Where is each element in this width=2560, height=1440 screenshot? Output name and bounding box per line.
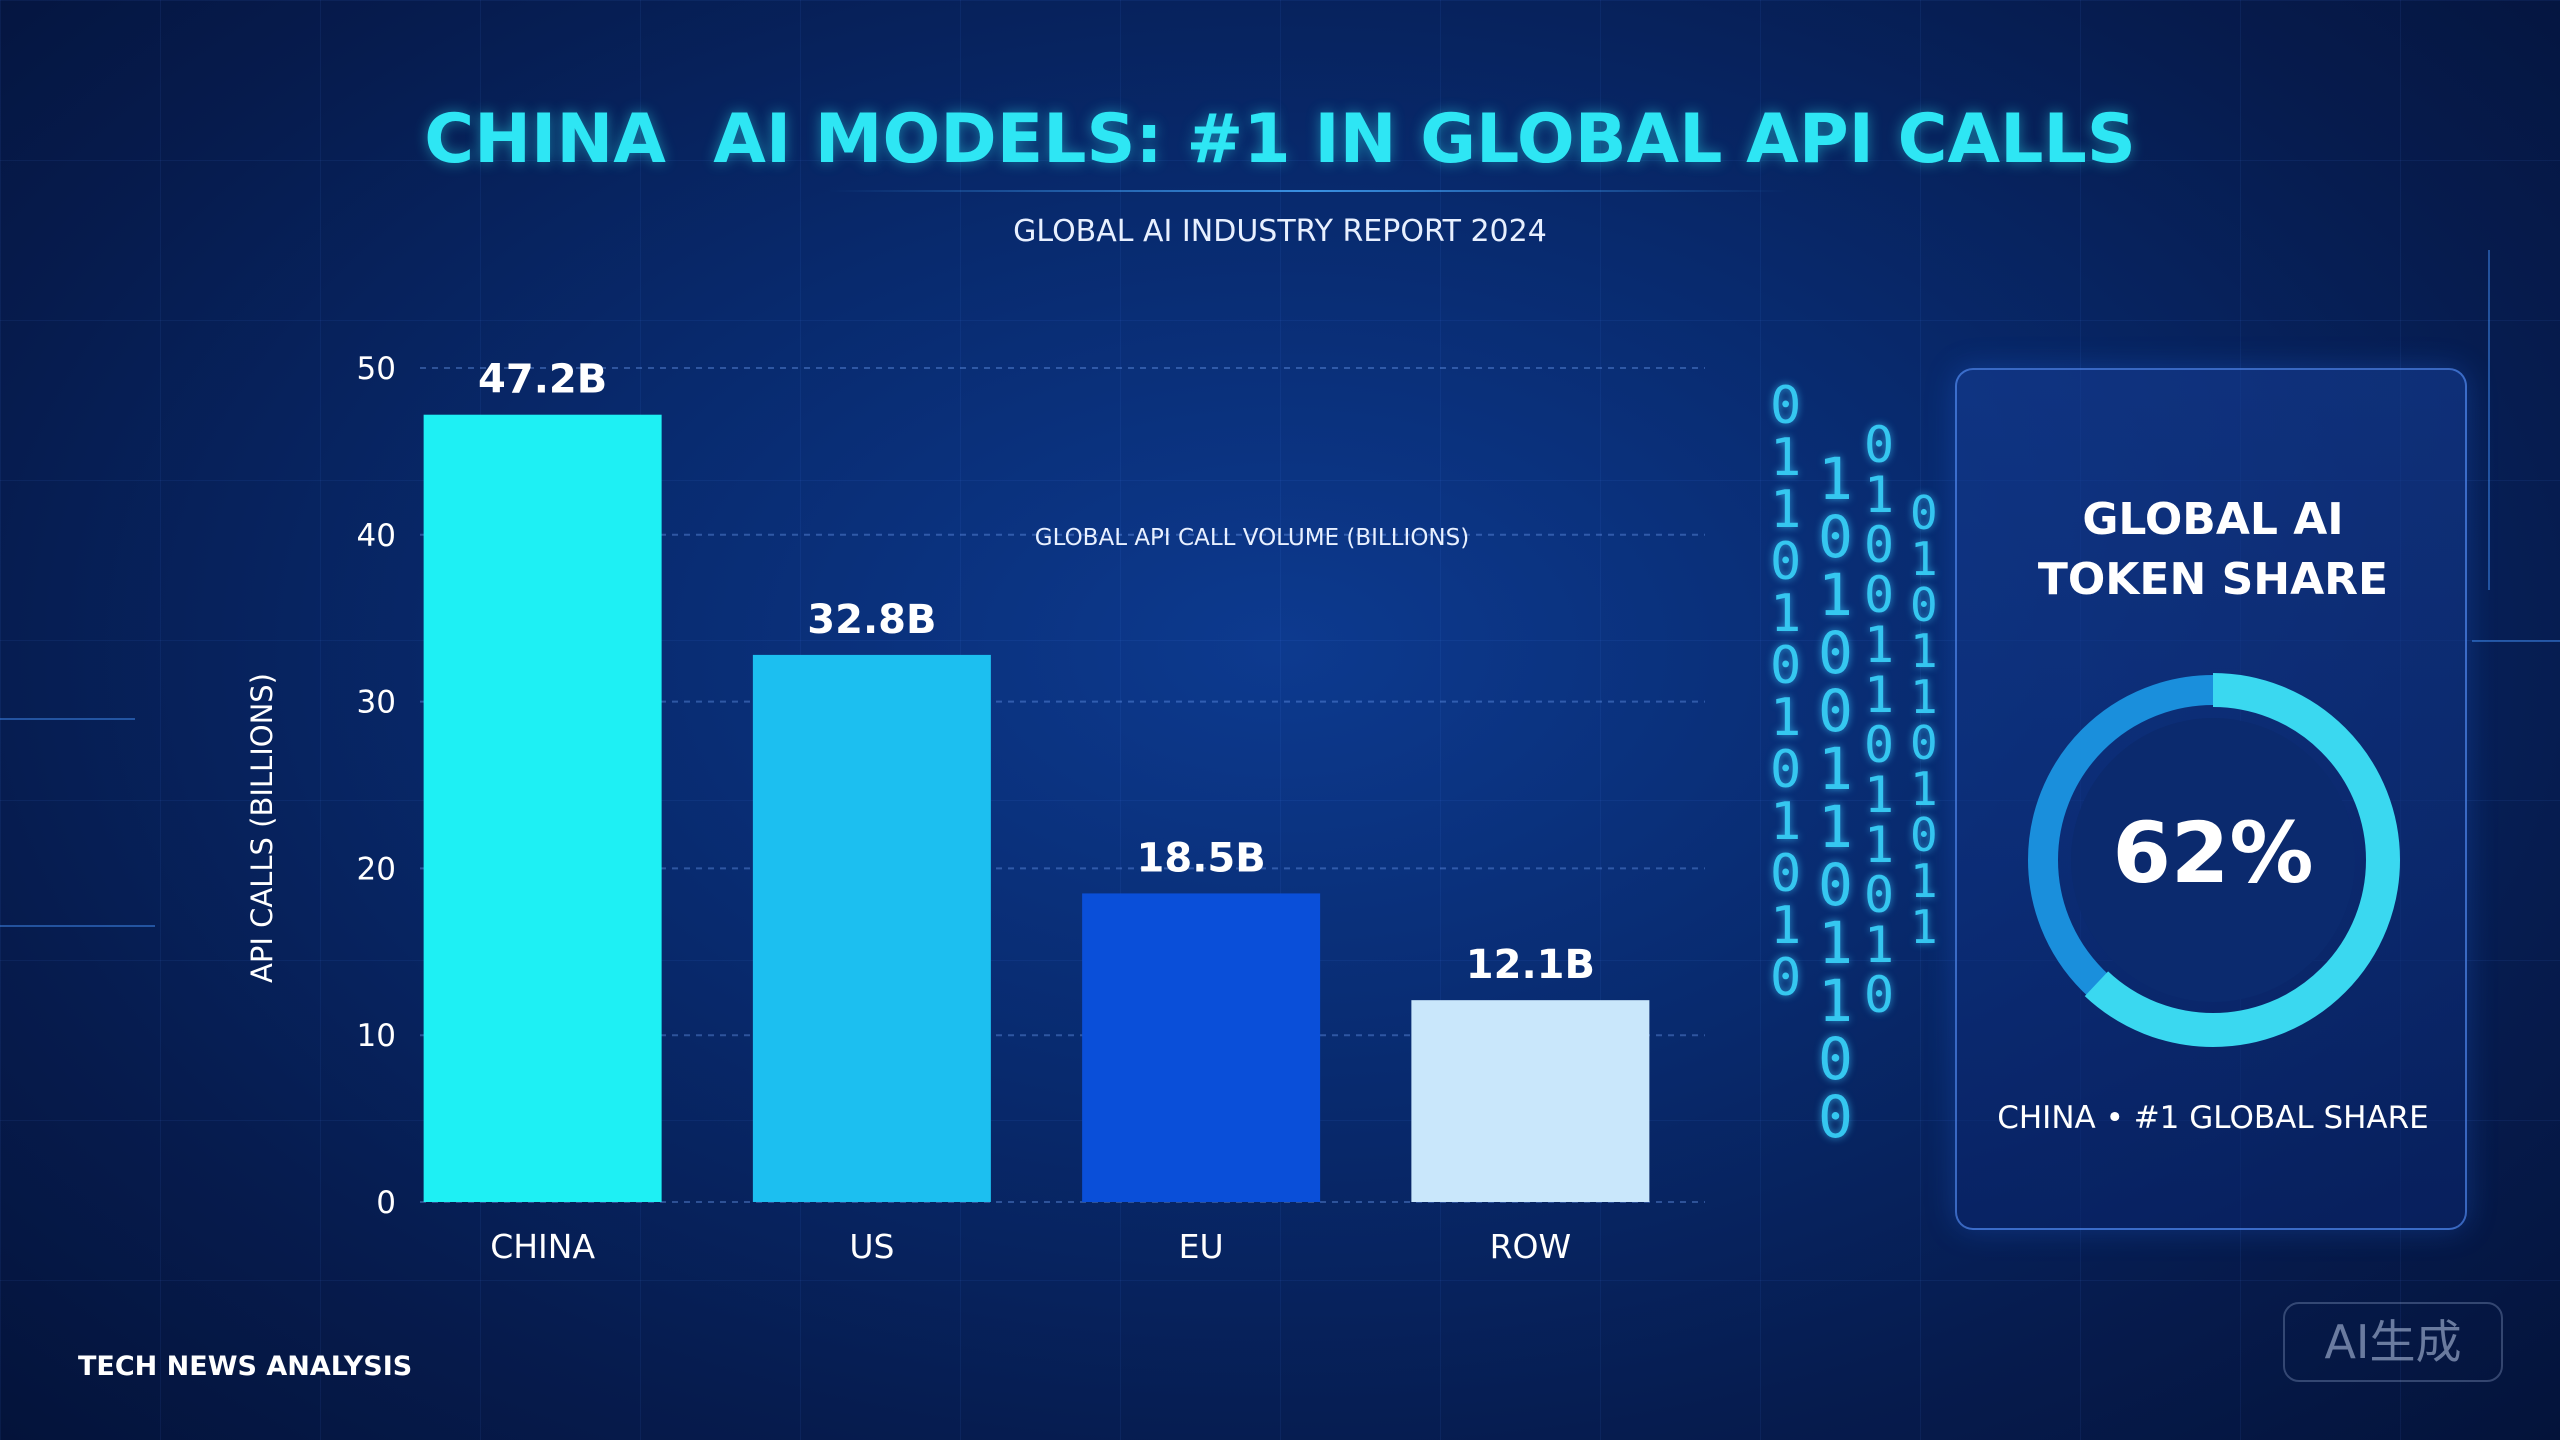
bar-value-label: 32.8B (807, 597, 936, 643)
decorative-line (2488, 250, 2490, 590)
page-title: CHINA AI MODELS: #1 IN GLOBAL API CALLS (424, 100, 2136, 179)
token-share-card: GLOBAL AI TOKEN SHARE 62% CHINA • #1 GLO… (1955, 368, 2467, 1230)
decorative-line (0, 718, 135, 720)
y-tick-label: 30 (357, 685, 396, 721)
x-category-label: EU (1179, 1227, 1224, 1266)
x-category-label: ROW (1490, 1227, 1572, 1266)
donut-progress-arc (2026, 673, 2400, 1047)
binary-column: 1 0 1 0 0 1 1 0 1 1 0 0 (1818, 445, 1853, 1151)
y-axis-label: API CALLS (BILLIONS) (245, 673, 279, 983)
chart-bars: 47.2B CHINA 32.8B US 18.5B EU 12.1B ROW (423, 357, 1650, 1266)
binary-column: 0 1 0 1 1 0 1 0 1 1 (1910, 486, 1938, 954)
chart-caption: GLOBAL API CALL VOLUME (BILLIONS) (1035, 525, 1469, 551)
binary-column: 0 1 0 0 1 1 0 1 1 0 1 0 (1864, 416, 1895, 1024)
card-title: GLOBAL AI TOKEN SHARE (1957, 490, 2469, 610)
decorative-line (2472, 640, 2560, 642)
bar-eu (1082, 893, 1321, 1202)
y-axis-ticks: 0 10 20 30 40 50 (357, 351, 396, 1221)
binary-column: 0 1 1 0 1 0 1 0 1 0 1 0 (1770, 376, 1802, 1008)
y-tick-label: 10 (357, 1018, 396, 1054)
ai-generated-badge: AI生成 (2283, 1302, 2503, 1382)
footer-source: TECH NEWS ANALYSIS (78, 1351, 413, 1382)
bar-value-label: 47.2B (478, 357, 607, 403)
card-caption: CHINA • #1 GLOBAL SHARE (1997, 1100, 2429, 1136)
bar-value-label: 12.1B (1466, 942, 1595, 988)
card-title-line1: GLOBAL AI (2082, 494, 2344, 545)
y-tick-label: 50 (357, 351, 396, 387)
x-category-label: CHINA (490, 1227, 595, 1266)
decorative-line (0, 925, 155, 927)
y-tick-label: 20 (357, 851, 396, 887)
page-subtitle: GLOBAL AI INDUSTRY REPORT 2024 (1013, 214, 1547, 249)
binary-code-decoration: 0 1 1 0 1 0 1 0 1 0 1 0 1 0 1 0 0 1 1 0 1… (1760, 360, 1960, 1260)
card-title-line2: TOKEN SHARE (2037, 554, 2389, 605)
share-percentage: 62% (2112, 804, 2313, 902)
bar-value-label: 18.5B (1137, 835, 1266, 881)
share-donut-chart: 62% (2026, 673, 2400, 1047)
y-tick-label: 0 (376, 1185, 396, 1221)
bar-china (423, 414, 662, 1203)
donut-inner-disc (2071, 718, 2355, 1002)
bar-row (1411, 1000, 1650, 1202)
x-category-label: US (849, 1227, 894, 1266)
bar-us (752, 654, 991, 1202)
y-tick-label: 40 (357, 518, 396, 554)
bar-chart: 0 10 20 30 40 50 API CALLS (BILLIONS) GLOBAL … (245, 351, 1705, 1266)
title-underline (828, 190, 1788, 192)
